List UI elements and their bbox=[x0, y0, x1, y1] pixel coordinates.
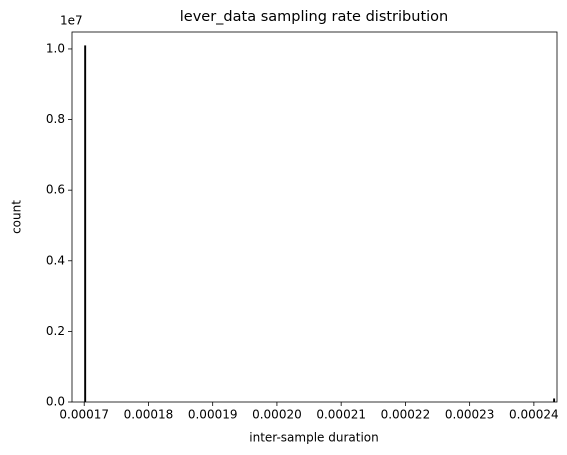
x-tick-label: 0.00019 bbox=[188, 408, 238, 422]
x-tick-label: 0.00020 bbox=[252, 408, 302, 422]
x-axis-label: inter-sample duration bbox=[249, 431, 378, 445]
chart-title: lever_data sampling rate distribution bbox=[180, 9, 448, 25]
y-tick-label: 0.6 bbox=[46, 183, 65, 197]
x-tick-label: 0.00018 bbox=[124, 408, 174, 422]
bar bbox=[84, 45, 87, 403]
x-tick-label: 0.00023 bbox=[445, 408, 495, 422]
y-tick-label: 0.2 bbox=[46, 324, 65, 338]
x-tick-label: 0.00022 bbox=[381, 408, 431, 422]
y-tick-label: 0.0 bbox=[46, 395, 65, 409]
y-offset-label: 1e7 bbox=[60, 14, 83, 28]
axes-frame bbox=[71, 31, 558, 403]
x-tick-label: 0.00021 bbox=[316, 408, 366, 422]
x-tick-label: 0.00017 bbox=[59, 408, 109, 422]
y-axis-label: count bbox=[10, 200, 24, 234]
x-tick-label: 0.00024 bbox=[509, 408, 559, 422]
y-tick-label: 0.4 bbox=[46, 253, 65, 267]
y-tick-label: 1.0 bbox=[46, 41, 65, 55]
bar bbox=[553, 398, 556, 402]
y-tick-label: 0.8 bbox=[46, 112, 65, 126]
